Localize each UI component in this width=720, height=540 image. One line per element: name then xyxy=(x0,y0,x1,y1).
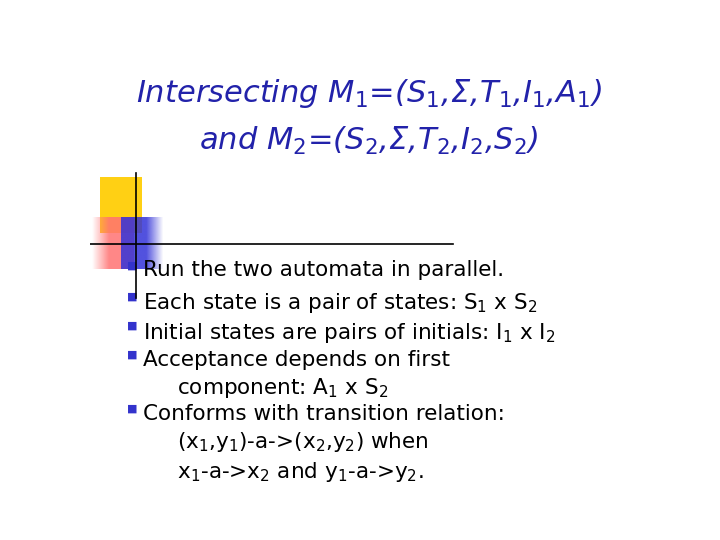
Text: Run the two automata in parallel.: Run the two automata in parallel. xyxy=(143,260,504,280)
Text: ■: ■ xyxy=(127,260,137,270)
Text: Initial states are pairs of initials: I$_1$ x I$_2$: Initial states are pairs of initials: I$… xyxy=(143,321,555,345)
Text: and M$_2$=(S$_2$,Σ,T$_2$,I$_2$,S$_2$): and M$_2$=(S$_2$,Σ,T$_2$,I$_2$,S$_2$) xyxy=(199,125,539,157)
Text: Conforms with transition relation:
     (x$_1$,y$_1$)-a->(x$_2$,y$_2$) when
    : Conforms with transition relation: (x$_1… xyxy=(143,404,505,484)
Text: ■: ■ xyxy=(127,349,137,360)
Text: ■: ■ xyxy=(127,292,137,301)
Text: Intersecting M$_1$=(S$_1$,Σ,T$_1$,I$_1$,A$_1$): Intersecting M$_1$=(S$_1$,Σ,T$_1$,I$_1$,… xyxy=(136,77,602,110)
Text: ■: ■ xyxy=(127,404,137,414)
Text: Acceptance depends on first
     component: A$_1$ x S$_2$: Acceptance depends on first component: A… xyxy=(143,349,450,400)
Text: ■: ■ xyxy=(127,321,137,330)
Text: Each state is a pair of states: S$_1$ x S$_2$: Each state is a pair of states: S$_1$ x … xyxy=(143,292,538,315)
Bar xyxy=(100,177,142,233)
